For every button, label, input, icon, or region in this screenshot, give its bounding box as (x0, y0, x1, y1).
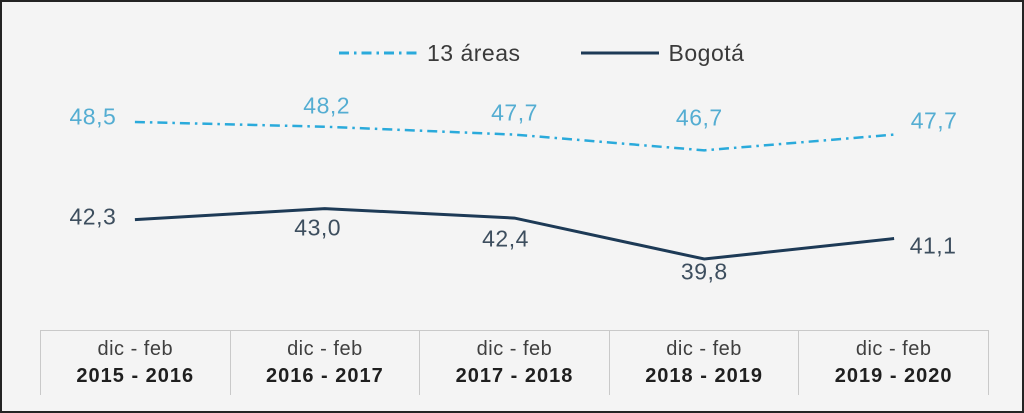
x-axis-period-label: dic - feb (855, 338, 932, 360)
data-label: 48,2 (303, 92, 351, 119)
solid-line-icon (580, 51, 659, 55)
x-axis-period-label: dic - feb (476, 338, 553, 360)
legend-item-bogota: Bogotá (580, 38, 745, 68)
legend: 13 áreas Bogotá (339, 38, 744, 68)
data-label: 41,1 (909, 232, 957, 259)
data-label: 48,5 (69, 103, 117, 130)
line-13-areas (134, 120, 895, 152)
legend-label-13-areas: 13 áreas (427, 39, 521, 66)
data-label: 42,4 (482, 225, 529, 252)
x-axis-years-label: 2018 - 2019 (645, 365, 763, 387)
x-axis-category: dic - feb 2017 - 2018 (420, 331, 610, 395)
data-label: 39,8 (680, 258, 728, 285)
data-label: 47,7 (491, 99, 538, 126)
x-axis-category: dic - feb 2016 - 2017 (231, 331, 421, 395)
x-axis-category: dic - feb 2018 - 2019 (610, 331, 800, 395)
data-label: 46,7 (675, 104, 723, 131)
x-axis-years-label: 2015 - 2016 (76, 365, 195, 387)
data-label: 43,0 (294, 214, 342, 241)
data-label: 47,7 (910, 107, 958, 134)
data-label: 42,3 (69, 203, 117, 230)
legend-item-13-areas: 13 áreas (339, 38, 521, 68)
x-axis-period-label: dic - feb (287, 338, 363, 360)
dash-dot-line-icon (339, 51, 417, 55)
x-axis-years-label: 2017 - 2018 (455, 365, 574, 387)
x-axis-category: dic - feb 2015 - 2016 (41, 331, 231, 395)
legend-label-bogota: Bogotá (668, 39, 745, 66)
x-axis-period-label: dic - feb (97, 338, 174, 360)
x-axis-period-label: dic - feb (666, 338, 742, 360)
x-axis-category: dic - feb 2019 - 2020 (799, 331, 989, 395)
x-axis-years-label: 2019 - 2020 (834, 365, 953, 387)
x-axis-years-label: 2016 - 2017 (266, 365, 384, 387)
line-bogota (134, 207, 895, 261)
x-axis: dic - feb 2015 - 2016 dic - feb 2016 - 2… (40, 330, 989, 395)
